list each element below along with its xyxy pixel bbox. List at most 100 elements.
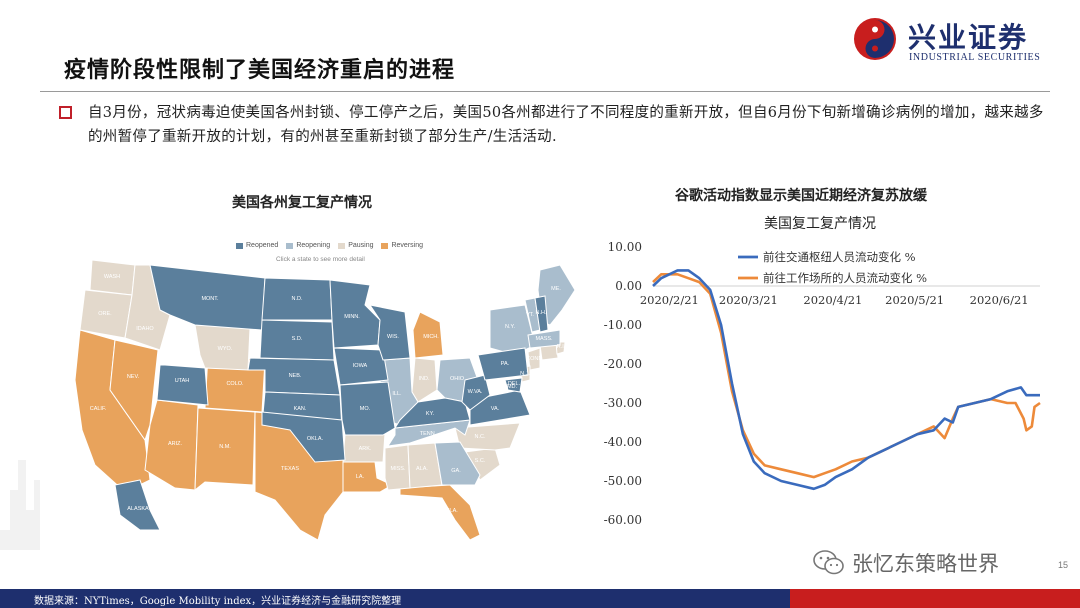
state-region[interactable] <box>156 364 209 406</box>
state-label: W.VA. <box>468 389 483 395</box>
state-label: IDAHO <box>136 326 154 332</box>
state-label: UTAH <box>175 378 190 384</box>
y-tick-label: -50.00 <box>604 474 642 488</box>
state-label: N.H. <box>536 310 547 316</box>
state-label: GA. <box>451 468 461 474</box>
state-label: S.D. <box>292 336 303 342</box>
state-region[interactable] <box>534 295 549 333</box>
state-region[interactable] <box>527 329 561 349</box>
mobility-line-chart: 10.00 0.00 -10.00 -20.00 -30.00 -40.00 -50.00 -… <box>604 240 1041 527</box>
state-label: VT. <box>526 312 534 318</box>
state-label: ALASKA <box>127 506 149 512</box>
state-region[interactable] <box>333 347 389 386</box>
state-label: KAN. <box>294 406 307 412</box>
logo-english-text: INDUSTRIAL SECURITIES <box>909 52 1041 63</box>
map-title: 美国各州复工复产情况 <box>232 195 372 211</box>
state-region[interactable] <box>114 479 161 531</box>
state-label: TENN. <box>420 431 437 437</box>
y-tick-label: 0.00 <box>615 279 642 293</box>
state-region[interactable] <box>386 419 471 447</box>
state-region[interactable] <box>434 441 481 486</box>
legend-label: Reversing <box>391 242 423 249</box>
state-label: ARIZ. <box>168 441 183 447</box>
state-region[interactable] <box>109 339 159 442</box>
y-tick-label: -60.00 <box>604 513 642 527</box>
state-label: OKLA. <box>307 436 324 442</box>
logo-mark-icon <box>854 18 896 60</box>
state-label: KY. <box>426 411 435 417</box>
state-label: WASH <box>104 274 120 280</box>
x-tick-label: 2020/5/21 <box>885 293 944 307</box>
state-label: CALIF. <box>90 406 107 412</box>
watermark-text: 张忆东策略世界 <box>852 552 999 576</box>
state-region[interactable] <box>384 444 411 491</box>
state-label: WYO. <box>218 346 233 352</box>
state-region[interactable] <box>412 311 444 359</box>
state-label: MASS. <box>535 336 553 342</box>
legend-label: Reopening <box>296 242 331 249</box>
y-tick-label: -30.00 <box>604 396 642 410</box>
state-label: MD. <box>507 384 518 390</box>
state-label: FLA. <box>446 508 458 514</box>
state-label: ALA. <box>416 466 428 472</box>
state-label: LA. <box>356 474 365 480</box>
chart-title: 谷歌活动指数显示美国近期经济复苏放缓 <box>675 188 927 204</box>
state-label: COLO. <box>226 381 244 387</box>
state-label: NEB. <box>289 373 302 379</box>
logo-text: 兴业证券 <box>908 21 1029 54</box>
state-region[interactable] <box>537 264 576 326</box>
y-tick-label: 10.00 <box>608 240 642 254</box>
map-legend-item: Reversing <box>381 242 423 249</box>
state-label: IND. <box>419 376 430 382</box>
state-label: N.J. <box>520 371 530 377</box>
map-legend-item: Pausing <box>338 242 373 249</box>
state-label: OHIO <box>450 376 465 382</box>
footer-blue-band: 数据来源：NYTimes，Google Mobility index，兴业证券经… <box>0 589 790 608</box>
legend-label: Reopened <box>246 242 279 249</box>
footer-source-text: 数据来源：NYTimes，Google Mobility index，兴业证券经… <box>34 596 402 607</box>
state-label: N.D. <box>292 296 303 302</box>
state-region[interactable] <box>504 377 523 393</box>
x-tick-label: 2020/3/21 <box>719 293 778 307</box>
map-legend: Reopened Reopening Pausing Reversing <box>236 242 431 249</box>
wechat-icon <box>813 550 844 575</box>
state-region[interactable] <box>461 374 491 411</box>
state-region[interactable] <box>194 407 256 492</box>
watermark: 张忆东策略世界 <box>812 548 999 578</box>
state-region[interactable] <box>411 357 438 403</box>
state-label: ORE. <box>98 311 112 317</box>
y-tick-label: -40.00 <box>604 435 642 449</box>
us-states-map[interactable]: WASH ORE. CALIF. NEV. IDAHO MONT. WYO. UTAH ARIZ… <box>0 230 590 570</box>
legend-label: Pausing <box>348 242 374 249</box>
state-label: WIS. <box>387 334 399 340</box>
state-label: MISS. <box>391 466 406 472</box>
state-label: CONN. <box>526 356 544 362</box>
state-label: IOWA <box>353 363 368 369</box>
state-label: PA. <box>501 361 510 367</box>
map-legend-item: Reopening <box>286 242 330 249</box>
map-hint: Click a state to see more detail <box>276 256 365 263</box>
state-label: ARK. <box>359 446 372 452</box>
x-tick-label: 2020/2/21 <box>640 293 699 307</box>
y-tick-label: -20.00 <box>604 357 642 371</box>
body-text: 自3月份，冠状病毒迫使美国各州封锁、停工停产之后，美国50各州都进行了不同程度的… <box>88 105 1044 145</box>
state-region[interactable] <box>339 381 396 436</box>
series-line <box>652 269 1040 491</box>
legend-swatch <box>338 242 346 249</box>
state-label: MONT. <box>201 296 219 302</box>
state-region[interactable] <box>144 399 199 491</box>
state-region[interactable] <box>527 347 541 371</box>
legend-label: 前往工作场所的人员流动变化 % <box>763 271 927 285</box>
state-region[interactable] <box>342 461 394 493</box>
legend-label: 前往交通枢纽人员流动变化 % <box>763 250 916 264</box>
state-region[interactable] <box>399 484 481 541</box>
state-region[interactable] <box>368 304 411 361</box>
state-label: TEXAS <box>281 466 299 472</box>
page-number: 15 <box>1058 560 1069 570</box>
page-title: 疫情阶段性限制了美国经济重启的进程 <box>64 57 456 83</box>
footer-bar: 数据来源：NYTimes，Google Mobility index，兴业证券经… <box>0 589 1080 608</box>
state-label: ILL. <box>392 391 402 397</box>
state-region[interactable] <box>477 347 529 381</box>
company-logo: 兴业证券 INDUSTRIAL SECURITIES <box>852 14 1067 66</box>
y-tick-label: -10.00 <box>604 318 642 332</box>
